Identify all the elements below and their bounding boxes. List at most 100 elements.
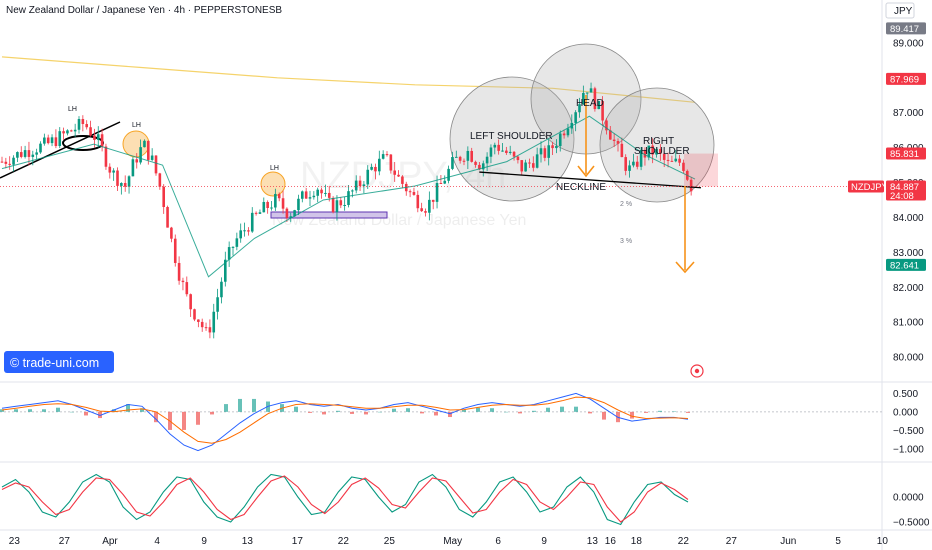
candle[interactable] bbox=[647, 145, 651, 158]
candle[interactable] bbox=[520, 160, 524, 172]
candle[interactable] bbox=[662, 153, 666, 160]
candle[interactable] bbox=[401, 176, 404, 184]
candle[interactable] bbox=[593, 88, 597, 110]
candle[interactable] bbox=[458, 156, 462, 161]
candle[interactable] bbox=[670, 160, 674, 162]
candle[interactable] bbox=[659, 148, 662, 154]
candle[interactable] bbox=[416, 194, 420, 209]
candle[interactable] bbox=[185, 282, 189, 295]
candle[interactable] bbox=[16, 152, 19, 158]
branding-badge[interactable] bbox=[4, 351, 114, 373]
candle[interactable] bbox=[250, 212, 254, 232]
candle[interactable] bbox=[327, 192, 331, 198]
candle[interactable] bbox=[73, 129, 77, 132]
candle[interactable] bbox=[374, 166, 377, 172]
candle[interactable] bbox=[297, 198, 300, 211]
candle[interactable] bbox=[362, 184, 366, 186]
candle[interactable] bbox=[96, 134, 100, 140]
candle[interactable] bbox=[612, 139, 616, 142]
candle[interactable] bbox=[558, 133, 562, 147]
candle[interactable] bbox=[443, 180, 447, 184]
record-icon[interactable] bbox=[690, 364, 704, 378]
candle[interactable] bbox=[666, 159, 670, 161]
candle[interactable] bbox=[547, 145, 550, 158]
candle[interactable] bbox=[628, 165, 631, 171]
candle[interactable] bbox=[562, 133, 566, 136]
candle[interactable] bbox=[62, 131, 65, 134]
candle[interactable] bbox=[428, 199, 431, 213]
candle[interactable] bbox=[655, 148, 658, 155]
candle[interactable] bbox=[470, 150, 473, 162]
candle[interactable] bbox=[254, 212, 258, 214]
candle[interactable] bbox=[620, 143, 624, 158]
candle[interactable] bbox=[193, 309, 196, 320]
candle[interactable] bbox=[528, 162, 531, 164]
candle[interactable] bbox=[589, 88, 593, 93]
candle[interactable] bbox=[293, 210, 296, 217]
candle[interactable] bbox=[104, 146, 108, 167]
candle[interactable] bbox=[8, 163, 11, 165]
candle[interactable] bbox=[143, 140, 146, 148]
candle[interactable] bbox=[100, 134, 104, 147]
candle[interactable] bbox=[70, 130, 73, 132]
candle[interactable] bbox=[116, 170, 119, 186]
candle[interactable] bbox=[231, 246, 235, 248]
candle[interactable] bbox=[227, 247, 231, 260]
candle[interactable] bbox=[162, 186, 165, 208]
candle[interactable] bbox=[358, 180, 362, 186]
candle[interactable] bbox=[366, 169, 370, 185]
candle[interactable] bbox=[485, 156, 489, 164]
candle[interactable] bbox=[489, 147, 493, 157]
candle[interactable] bbox=[173, 238, 177, 263]
candle[interactable] bbox=[412, 192, 416, 195]
candle[interactable] bbox=[208, 327, 212, 333]
candle[interactable] bbox=[89, 127, 92, 136]
candle[interactable] bbox=[285, 208, 289, 218]
candle[interactable] bbox=[127, 176, 131, 187]
macd-pane[interactable] bbox=[0, 392, 882, 452]
candle[interactable] bbox=[281, 198, 285, 209]
candle[interactable] bbox=[597, 101, 601, 110]
candle[interactable] bbox=[243, 230, 246, 232]
candle[interactable] bbox=[497, 144, 500, 151]
candle[interactable] bbox=[316, 189, 319, 196]
candle[interactable] bbox=[478, 164, 481, 170]
candle[interactable] bbox=[81, 119, 85, 125]
candle[interactable] bbox=[435, 182, 439, 202]
candle[interactable] bbox=[123, 183, 127, 187]
candle[interactable] bbox=[304, 191, 308, 199]
candle[interactable] bbox=[354, 180, 358, 191]
candle[interactable] bbox=[466, 150, 470, 161]
candle[interactable] bbox=[54, 137, 58, 147]
candle[interactable] bbox=[555, 146, 558, 149]
candle[interactable] bbox=[112, 170, 115, 173]
candle[interactable] bbox=[266, 201, 269, 209]
candle[interactable] bbox=[320, 189, 323, 194]
candle[interactable] bbox=[512, 151, 516, 157]
candle[interactable] bbox=[12, 157, 15, 165]
time-axis[interactable]: 23 27 Apr 4 9 13 17 22 25 May 6 9 13 16 18 22 27 Jun 5 10 bbox=[9, 536, 889, 547]
candle[interactable] bbox=[605, 120, 608, 131]
price-tag[interactable] bbox=[886, 72, 926, 85]
candle[interactable] bbox=[170, 227, 173, 239]
candle[interactable] bbox=[235, 238, 239, 247]
current-price-tag[interactable] bbox=[886, 180, 926, 201]
candle[interactable] bbox=[397, 174, 400, 177]
candle[interactable] bbox=[351, 190, 354, 192]
candle[interactable] bbox=[31, 154, 35, 157]
stochastic-pane[interactable] bbox=[1, 473, 689, 526]
candle[interactable] bbox=[23, 150, 27, 157]
candle[interactable] bbox=[578, 104, 581, 113]
candle[interactable] bbox=[424, 211, 427, 213]
candle[interactable] bbox=[220, 281, 223, 298]
candle[interactable] bbox=[27, 150, 31, 157]
candle[interactable] bbox=[324, 192, 327, 194]
price-tag[interactable] bbox=[886, 258, 926, 271]
candle[interactable] bbox=[343, 204, 346, 206]
candle[interactable] bbox=[624, 157, 627, 171]
candle[interactable] bbox=[462, 160, 466, 162]
candle[interactable] bbox=[635, 161, 639, 167]
candle[interactable] bbox=[447, 168, 450, 181]
candle[interactable] bbox=[616, 141, 620, 144]
